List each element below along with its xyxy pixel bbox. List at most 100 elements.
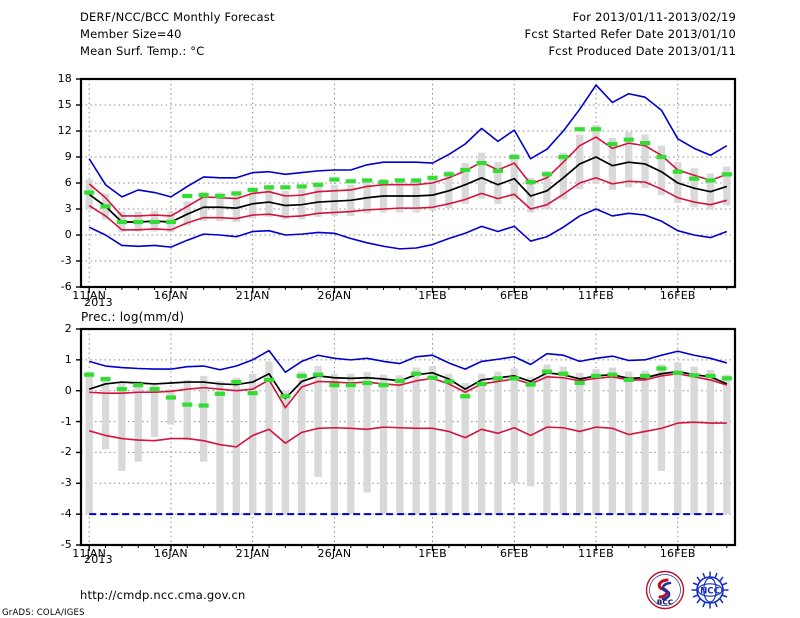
observation-marker [182, 402, 193, 407]
observation-marker [541, 172, 553, 177]
observation-marker [689, 373, 700, 378]
ensemble-spread-bar [428, 176, 437, 211]
observation-marker [427, 375, 438, 380]
observation-marker [574, 127, 585, 132]
y-tick-label: 18 [57, 72, 72, 85]
observation-marker [263, 377, 275, 383]
observation-marker [705, 373, 716, 378]
x-tick-label: 21JAN [235, 289, 270, 302]
ensemble-spread-bar [298, 371, 306, 515]
ensemble-spread-bar [314, 366, 322, 478]
ensemble-spread-bar [477, 152, 486, 199]
ensemble-spread-bar [625, 371, 633, 515]
observation-marker [345, 179, 356, 184]
observation-marker [623, 137, 634, 142]
y-tick-label: 12 [57, 124, 72, 137]
observation-marker [116, 387, 127, 392]
x-tick-label: 16JAN [154, 547, 188, 560]
observation-marker [443, 379, 454, 384]
observation-marker [313, 372, 324, 377]
x-tick-label: 11JAN [72, 289, 107, 302]
x-tick-label: 16JAN [154, 289, 188, 302]
ensemble-spread-bar [330, 373, 339, 515]
ensemble-spread-bar [592, 369, 600, 515]
ensemble-spread-bar [150, 385, 159, 437]
observation-marker [558, 154, 569, 160]
observation-marker [84, 372, 95, 377]
observation-marker [329, 383, 340, 388]
observation-marker [656, 366, 667, 371]
y-tick-label: 9 [64, 150, 72, 163]
observation-marker [705, 178, 716, 183]
ensemble-spread-bar [641, 134, 649, 189]
y-tick-label: -3 [60, 254, 72, 267]
observation-marker [623, 377, 634, 383]
ensemble-spread-bar [576, 134, 584, 190]
observation-marker [574, 380, 585, 386]
ensemble-spread-bar [101, 376, 110, 450]
observation-marker [378, 180, 389, 185]
ensemble-spread-bar [559, 366, 568, 515]
series-ensemble-mean [88, 156, 728, 223]
y-tick-label: -5 [60, 538, 72, 551]
y-tick-label: -4 [60, 507, 72, 521]
ensemble-spread-bar [674, 362, 682, 515]
observation-marker [247, 187, 258, 193]
y-tick-label: -3 [60, 476, 72, 490]
x-tick-label: 26JAN [317, 547, 352, 560]
ensemble-spread-bar [330, 184, 339, 216]
observation-marker [116, 219, 127, 225]
ensemble-spread-bar [510, 368, 518, 484]
x-tick-label: 6FEB [499, 547, 529, 560]
observation-marker [133, 383, 144, 388]
x-tick-label: 26JAN [317, 289, 352, 302]
ensemble-spread-bar [723, 374, 731, 515]
ensemble-spread-bar [477, 373, 486, 515]
ensemble-spread-bar [526, 376, 535, 487]
ensemble-spread-bar [199, 191, 208, 222]
observation-marker [296, 373, 307, 378]
ensemble-spread-bar [543, 364, 551, 515]
observation-marker [296, 184, 307, 189]
observation-marker [100, 204, 111, 209]
observation-marker [362, 380, 373, 386]
observation-marker [558, 371, 569, 376]
ensemble-spread-bar [199, 375, 208, 462]
ensemble-spread-bar [412, 367, 420, 515]
observation-marker [345, 383, 356, 388]
ensemble-spread-bar [461, 163, 469, 204]
observation-marker [231, 191, 242, 196]
y-tick-label: -1 [60, 414, 72, 428]
forecast-started-label: Fcst Started Refer Date 2013/01/10 [524, 27, 736, 41]
observation-marker [149, 387, 160, 392]
observation-marker [476, 160, 487, 166]
series-upper-quartile [88, 136, 728, 217]
ensemble-spread-bar [118, 383, 126, 471]
x-tick-label: 6FEB [499, 289, 529, 302]
observation-marker [672, 370, 683, 375]
y-tick-label: 0 [64, 228, 72, 241]
observation-marker [394, 378, 405, 383]
observation-marker [280, 394, 291, 399]
ensemble-spread-bar [134, 380, 142, 462]
ensemble-spread-bar [445, 170, 453, 209]
observation-marker [182, 193, 193, 199]
y-tick-label: -2 [60, 445, 72, 459]
observation-marker [525, 382, 536, 387]
forecast-period-label: For 2013/01/11-2013/02/19 [572, 10, 736, 24]
ensemble-spread-bar [347, 373, 355, 515]
bcc-logo: BCC [645, 570, 685, 610]
footer-url[interactable]: http://cmdp.ncc.cma.gov.cn [80, 588, 246, 602]
ensemble-spread-bar [657, 145, 666, 196]
observation-marker [247, 391, 258, 396]
ensemble-spread-bar [85, 371, 93, 515]
ensemble-spread-bar [559, 152, 568, 200]
observation-marker [509, 376, 520, 381]
observation-marker [411, 178, 422, 183]
observation-marker [133, 219, 144, 225]
observation-marker [460, 167, 471, 173]
observation-marker [165, 395, 176, 400]
ensemble-spread-bar [576, 372, 584, 515]
page-title: DERF/NCC/BCC Monthly Forecast [80, 10, 275, 24]
